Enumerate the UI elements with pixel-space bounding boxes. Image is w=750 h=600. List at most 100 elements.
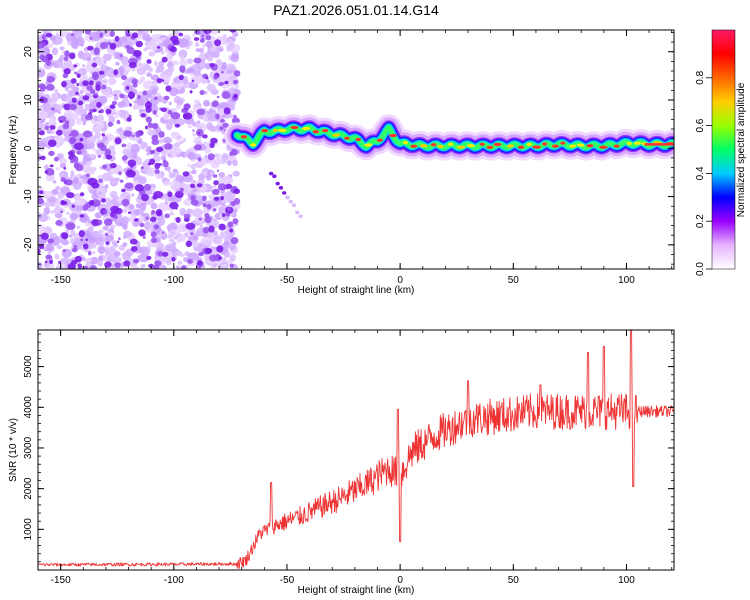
noise-speck [126, 47, 135, 55]
noise-speck [71, 97, 77, 103]
noise-speck [69, 52, 76, 60]
noise-speck [70, 259, 78, 265]
noise-speck [44, 125, 49, 131]
ridge-hotspot [261, 129, 269, 133]
noise-speck [174, 123, 181, 128]
noise-speck [122, 60, 129, 67]
noise-speck [146, 145, 152, 152]
noise-speck [164, 196, 169, 202]
noise-speck [227, 221, 234, 228]
artifact-speck [298, 214, 303, 219]
x-tick-label: -100 [164, 275, 184, 286]
noise-speck [125, 182, 134, 189]
noise-speck [192, 179, 196, 184]
noise-speck [129, 96, 133, 100]
noise-speck [156, 95, 163, 101]
noise-speck [141, 193, 149, 202]
noise-speck [221, 213, 226, 217]
noise-speck [222, 122, 229, 128]
ridge-hotspot [586, 144, 594, 148]
noise-speck [150, 231, 157, 238]
artifact-speck [288, 199, 293, 204]
noise-speck [100, 249, 105, 253]
noise-speck [217, 108, 226, 116]
noise-speck [205, 40, 213, 48]
noise-speck [215, 113, 220, 120]
noise-speck [212, 235, 223, 245]
noise-speck [197, 131, 200, 135]
noise-speck [223, 240, 230, 247]
y-tick-label: 20 [23, 46, 34, 58]
y-tick-label: 10 [23, 94, 34, 106]
noise-speck [50, 97, 58, 104]
noise-speck [100, 41, 108, 50]
artifact-speck [278, 186, 284, 190]
noise-speck [88, 220, 93, 224]
noise-speck [181, 265, 187, 269]
noise-speck [205, 76, 209, 80]
noise-speck [40, 42, 46, 48]
noise-speck [76, 225, 81, 229]
noise-speck [69, 138, 76, 144]
noise-speck [131, 193, 135, 197]
noise-speck [177, 38, 189, 48]
noise-speck [137, 194, 142, 200]
noise-speck [123, 71, 128, 76]
noise-speck [73, 162, 80, 169]
noise-speck [176, 237, 182, 243]
noise-speck [153, 61, 158, 66]
ridge-hotspot [486, 145, 494, 150]
noise-speck [147, 122, 153, 128]
noise-speck [76, 73, 81, 78]
noise-speck [96, 260, 103, 267]
noise-speck [68, 133, 72, 137]
noise-speck [46, 242, 54, 252]
noise-speck [125, 170, 136, 178]
noise-speck [141, 164, 149, 173]
noise-speck [95, 84, 101, 91]
noise-speck [209, 62, 215, 68]
noise-speck [186, 68, 191, 74]
noise-speck [207, 153, 215, 161]
noise-speck [53, 206, 64, 215]
noise-speck [155, 146, 164, 153]
noise-speck [77, 263, 83, 269]
noise-speck [130, 143, 141, 154]
noise-speck [215, 153, 222, 159]
noise-speck [165, 243, 177, 252]
x-tick-label: 50 [508, 575, 520, 586]
noise-speck [114, 114, 119, 119]
noise-speck [53, 156, 59, 162]
noise-speck [175, 137, 181, 141]
noise-speck [165, 260, 172, 266]
noise-speck [79, 192, 85, 197]
ridge-hotspot [613, 144, 620, 148]
noise-speck [123, 230, 133, 238]
noise-speck [97, 191, 103, 196]
noise-speck [46, 75, 55, 83]
noise-speck [46, 83, 55, 91]
noise-speck [143, 30, 150, 33]
x-tick-label: -150 [51, 275, 71, 286]
noise-speck [222, 175, 233, 184]
noise-speck [153, 96, 158, 101]
noise-speck [39, 54, 45, 61]
noise-speck [206, 30, 210, 34]
noise-speck [117, 128, 123, 132]
noise-speck [171, 146, 182, 155]
snr-y-label: SNR (10 * v/v) [8, 418, 19, 482]
noise-speck [91, 182, 100, 189]
noise-speck [71, 204, 75, 208]
noise-speck [65, 179, 73, 186]
noise-speck [76, 37, 85, 47]
noise-speck [178, 74, 184, 81]
noise-speck [116, 196, 123, 204]
noise-speck [73, 142, 84, 151]
noise-speck [73, 86, 80, 93]
noise-speck [160, 155, 167, 161]
noise-speck [62, 123, 70, 130]
snr-content [38, 330, 674, 569]
noise-speck [169, 46, 177, 53]
noise-speck [221, 91, 231, 99]
